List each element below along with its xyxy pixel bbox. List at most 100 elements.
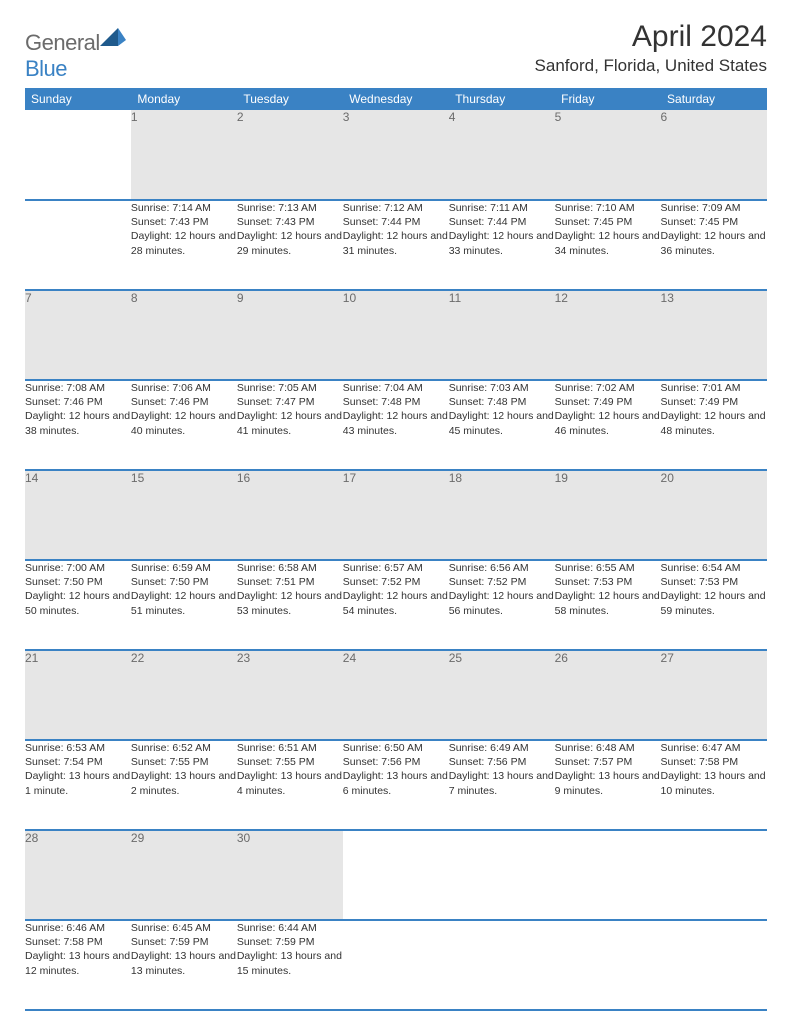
day-cell: Sunrise: 7:12 AMSunset: 7:44 PMDaylight:… bbox=[343, 200, 449, 290]
daylight-line: Daylight: 13 hours and 7 minutes. bbox=[449, 769, 555, 797]
daylight-line: Daylight: 12 hours and 29 minutes. bbox=[237, 229, 343, 257]
daylight-line: Daylight: 12 hours and 38 minutes. bbox=[25, 409, 131, 437]
daylight-line: Daylight: 12 hours and 40 minutes. bbox=[131, 409, 237, 437]
sunrise-line: Sunrise: 7:01 AM bbox=[661, 381, 767, 395]
sunrise-line: Sunrise: 6:52 AM bbox=[131, 741, 237, 755]
day-cell: Sunrise: 6:53 AMSunset: 7:54 PMDaylight:… bbox=[25, 740, 131, 830]
sunset-line: Sunset: 7:58 PM bbox=[25, 935, 131, 949]
daylight-line: Daylight: 12 hours and 34 minutes. bbox=[555, 229, 661, 257]
day-cell bbox=[661, 920, 767, 1010]
day-number: 24 bbox=[343, 650, 449, 740]
day-number: 29 bbox=[131, 830, 237, 920]
sunset-line: Sunset: 7:50 PM bbox=[25, 575, 131, 589]
day-number: 16 bbox=[237, 470, 343, 560]
day-number-row: 21222324252627 bbox=[25, 650, 767, 740]
day-cell: Sunrise: 6:52 AMSunset: 7:55 PMDaylight:… bbox=[131, 740, 237, 830]
sunrise-line: Sunrise: 7:09 AM bbox=[661, 201, 767, 215]
sunset-line: Sunset: 7:46 PM bbox=[131, 395, 237, 409]
brand-text: GeneralBlue bbox=[25, 28, 126, 82]
daylight-line: Daylight: 12 hours and 56 minutes. bbox=[449, 589, 555, 617]
daylight-line: Daylight: 13 hours and 9 minutes. bbox=[555, 769, 661, 797]
day-number: 23 bbox=[237, 650, 343, 740]
sunrise-line: Sunrise: 6:50 AM bbox=[343, 741, 449, 755]
day-cell: Sunrise: 7:06 AMSunset: 7:46 PMDaylight:… bbox=[131, 380, 237, 470]
day-cell: Sunrise: 6:51 AMSunset: 7:55 PMDaylight:… bbox=[237, 740, 343, 830]
daylight-line: Daylight: 12 hours and 58 minutes. bbox=[555, 589, 661, 617]
daylight-line: Daylight: 13 hours and 10 minutes. bbox=[661, 769, 767, 797]
day-number: 4 bbox=[449, 110, 555, 200]
daylight-line: Daylight: 12 hours and 41 minutes. bbox=[237, 409, 343, 437]
day-header: Monday bbox=[131, 88, 237, 110]
sunrise-line: Sunrise: 7:03 AM bbox=[449, 381, 555, 395]
day-cell: Sunrise: 7:05 AMSunset: 7:47 PMDaylight:… bbox=[237, 380, 343, 470]
day-number: 15 bbox=[131, 470, 237, 560]
day-number: 7 bbox=[25, 290, 131, 380]
page-header: GeneralBlue April 2024 Sanford, Florida,… bbox=[25, 20, 767, 82]
day-number: 2 bbox=[237, 110, 343, 200]
sunrise-line: Sunrise: 7:13 AM bbox=[237, 201, 343, 215]
day-header: Tuesday bbox=[237, 88, 343, 110]
sunrise-line: Sunrise: 6:59 AM bbox=[131, 561, 237, 575]
day-cell: Sunrise: 7:11 AMSunset: 7:44 PMDaylight:… bbox=[449, 200, 555, 290]
sunset-line: Sunset: 7:54 PM bbox=[25, 755, 131, 769]
title-block: April 2024 Sanford, Florida, United Stat… bbox=[535, 20, 767, 76]
sunrise-line: Sunrise: 6:58 AM bbox=[237, 561, 343, 575]
sunset-line: Sunset: 7:48 PM bbox=[343, 395, 449, 409]
day-number: 10 bbox=[343, 290, 449, 380]
day-number bbox=[449, 830, 555, 920]
day-number: 1 bbox=[131, 110, 237, 200]
sunrise-line: Sunrise: 7:10 AM bbox=[555, 201, 661, 215]
brand-part1: General bbox=[25, 30, 100, 55]
day-number-row: 282930 bbox=[25, 830, 767, 920]
daylight-line: Daylight: 13 hours and 13 minutes. bbox=[131, 949, 237, 977]
day-number: 5 bbox=[555, 110, 661, 200]
daylight-line: Daylight: 12 hours and 31 minutes. bbox=[343, 229, 449, 257]
sunrise-line: Sunrise: 6:47 AM bbox=[661, 741, 767, 755]
sunset-line: Sunset: 7:49 PM bbox=[555, 395, 661, 409]
sunrise-line: Sunrise: 6:57 AM bbox=[343, 561, 449, 575]
page-title: April 2024 bbox=[535, 20, 767, 54]
day-number: 13 bbox=[661, 290, 767, 380]
day-header: Sunday bbox=[25, 88, 131, 110]
day-number: 18 bbox=[449, 470, 555, 560]
daylight-line: Daylight: 12 hours and 53 minutes. bbox=[237, 589, 343, 617]
sunrise-line: Sunrise: 7:05 AM bbox=[237, 381, 343, 395]
day-number: 22 bbox=[131, 650, 237, 740]
day-content-row: Sunrise: 7:14 AMSunset: 7:43 PMDaylight:… bbox=[25, 200, 767, 290]
sunrise-line: Sunrise: 6:48 AM bbox=[555, 741, 661, 755]
sunset-line: Sunset: 7:56 PM bbox=[449, 755, 555, 769]
sunrise-line: Sunrise: 6:44 AM bbox=[237, 921, 343, 935]
day-number: 17 bbox=[343, 470, 449, 560]
daylight-line: Daylight: 12 hours and 46 minutes. bbox=[555, 409, 661, 437]
day-cell: Sunrise: 6:48 AMSunset: 7:57 PMDaylight:… bbox=[555, 740, 661, 830]
day-cell bbox=[555, 920, 661, 1010]
day-number bbox=[555, 830, 661, 920]
calendar-table: Sunday Monday Tuesday Wednesday Thursday… bbox=[25, 88, 767, 1011]
sunset-line: Sunset: 7:44 PM bbox=[449, 215, 555, 229]
day-cell: Sunrise: 6:49 AMSunset: 7:56 PMDaylight:… bbox=[449, 740, 555, 830]
day-number-row: 123456 bbox=[25, 110, 767, 200]
day-number bbox=[661, 830, 767, 920]
day-number: 25 bbox=[449, 650, 555, 740]
calendar-header-row: Sunday Monday Tuesday Wednesday Thursday… bbox=[25, 88, 767, 110]
sunset-line: Sunset: 7:46 PM bbox=[25, 395, 131, 409]
day-cell: Sunrise: 7:10 AMSunset: 7:45 PMDaylight:… bbox=[555, 200, 661, 290]
daylight-line: Daylight: 12 hours and 45 minutes. bbox=[449, 409, 555, 437]
day-cell: Sunrise: 7:00 AMSunset: 7:50 PMDaylight:… bbox=[25, 560, 131, 650]
day-cell: Sunrise: 7:09 AMSunset: 7:45 PMDaylight:… bbox=[661, 200, 767, 290]
sunrise-line: Sunrise: 7:12 AM bbox=[343, 201, 449, 215]
brand-part2: Blue bbox=[25, 56, 67, 81]
daylight-line: Daylight: 13 hours and 4 minutes. bbox=[237, 769, 343, 797]
daylight-line: Daylight: 12 hours and 59 minutes. bbox=[661, 589, 767, 617]
sunrise-line: Sunrise: 7:02 AM bbox=[555, 381, 661, 395]
day-cell: Sunrise: 6:57 AMSunset: 7:52 PMDaylight:… bbox=[343, 560, 449, 650]
sunrise-line: Sunrise: 7:11 AM bbox=[449, 201, 555, 215]
sunset-line: Sunset: 7:44 PM bbox=[343, 215, 449, 229]
day-number-row: 14151617181920 bbox=[25, 470, 767, 560]
daylight-line: Daylight: 12 hours and 36 minutes. bbox=[661, 229, 767, 257]
day-cell: Sunrise: 6:56 AMSunset: 7:52 PMDaylight:… bbox=[449, 560, 555, 650]
sunset-line: Sunset: 7:50 PM bbox=[131, 575, 237, 589]
daylight-line: Daylight: 12 hours and 50 minutes. bbox=[25, 589, 131, 617]
sunrise-line: Sunrise: 6:46 AM bbox=[25, 921, 131, 935]
day-number: 20 bbox=[661, 470, 767, 560]
